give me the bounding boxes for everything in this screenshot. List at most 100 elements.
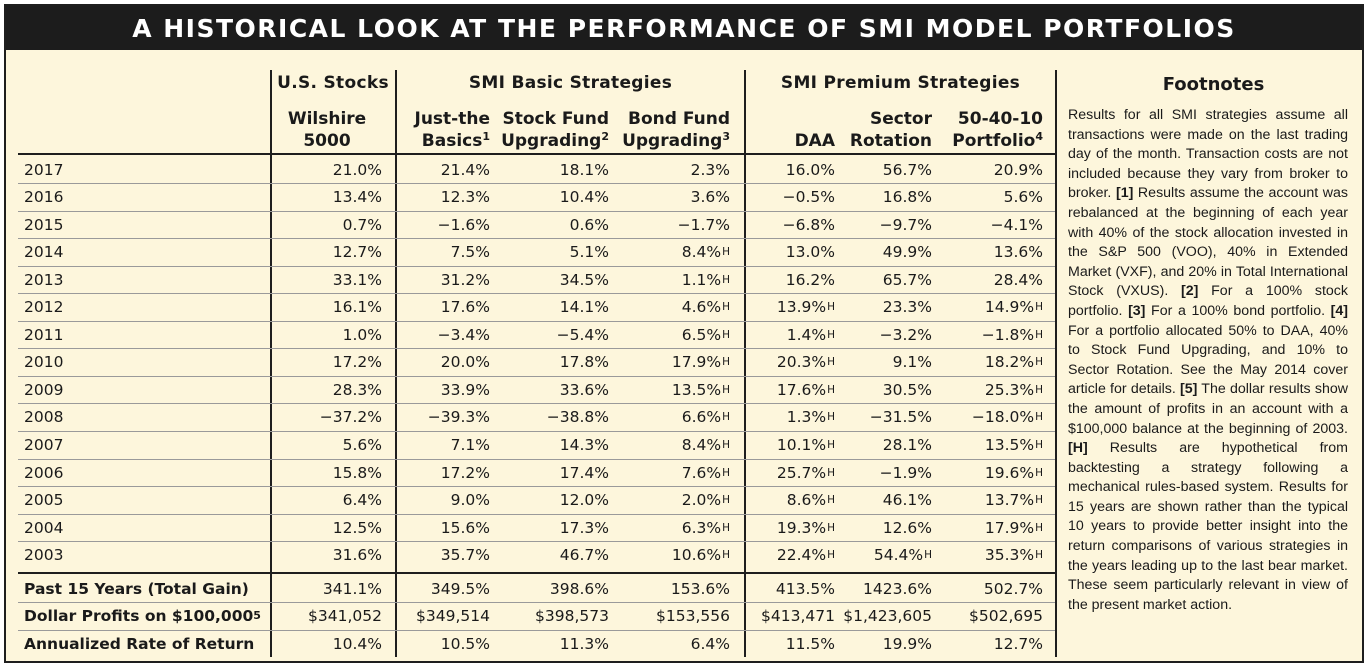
column-header: Sector Rotation [822,104,932,152]
row-label: 2017 [24,160,64,179]
table-cell: 35.3% H [984,546,1043,565]
year-row: 2007 5.6% 7.1% 14.3% 8.4% H 10.1% H 28.1% 13.5% H [6,432,1056,459]
header-rule [18,153,1055,155]
row-label: 2003 [24,546,64,565]
column-header-line1: 50-40-10 [957,109,1043,129]
table-cell: 31.6% [332,546,382,565]
table-cell: 19.6% H [984,463,1043,482]
table-cell: 30.5% [882,380,932,399]
table-cell: $349,514 [416,607,490,625]
row-label: 2015 [24,215,64,234]
row-label: 2013 [24,270,64,289]
footnote-body: The dollar results show the amount of pr… [1068,381,1348,437]
divider-footnotes [1055,70,1057,657]
row-label: 2006 [24,463,64,482]
table-cell: 20.9% [993,160,1043,179]
footnote-ref: 1 [482,130,490,143]
row-divider [18,265,1055,267]
table-cell: −18.0% H [971,408,1043,427]
row-divider [18,629,1055,631]
divider-premium [744,70,746,657]
column-header: Bond Fund Upgrading3 [612,104,730,152]
table-cell: 5.1% [569,243,609,262]
year-row: 2013 33.1% 31.2% 34.5% 1.1% H 16.2% 65.7% 28.4% [6,266,1056,293]
table-cell: 31.2% [440,270,490,289]
footnote-body: For a 100% stock portfolio. [1068,283,1348,319]
table-cell: 12.6% [882,518,932,537]
summary-row: Past 15 Years (Total Gain) 341.1% 349.5% 39… [6,575,1056,602]
table-cell: −1.9% [879,463,932,482]
table-cell: $398,573 [535,607,609,625]
table-cell: 6.6% H [681,408,730,427]
column-header-line2: 5000 [303,131,351,151]
footnote-body: For a 100% bond portfolio. [1145,302,1331,319]
column-header: Wilshire 5000 [272,104,382,152]
row-divider [18,320,1055,322]
row-divider [18,541,1055,543]
table-cell: 10.6% H [671,546,730,565]
footnotes-text: Results for all SMI strategies assume al… [1068,106,1348,656]
table-cell: −3.2% [879,325,932,344]
row-label: Dollar Profits on $100,000 5 [24,607,261,625]
table-cell: 4.6% H [681,298,730,317]
column-header: Just-the Basics1 [390,104,491,152]
table-cell: 1.3% H [786,408,835,427]
column-header: DAA [745,104,835,152]
table-cell: 502.7% [983,579,1043,598]
year-row: 2009 28.3% 33.9% 33.6% 13.5% H 17.6% H 30.5% 25.3… [6,376,1056,403]
row-divider [18,431,1055,432]
table-cell: −31.5% [869,408,932,427]
row-label: 2009 [24,380,64,399]
year-row: 2015 0.7% −1.6% 0.6% −1.7% −6.8% −9.7% −4.1% [6,211,1056,238]
column-header-line2: DAA [794,131,835,151]
table-cell: 19.9% [882,634,932,653]
column-header-line1: Sector [869,109,932,129]
table-cell: −38.8% [546,408,609,427]
footnotes-title: Footnotes [1162,73,1265,95]
table-cell: 10.5% [440,634,490,653]
table-cell: −1.8% H [981,325,1043,344]
row-label: 2011 [24,325,64,344]
table-cell: 18.2% H [984,353,1043,372]
table-cell: 17.6% [440,298,490,317]
table-cell: −39.3% [427,408,490,427]
table-cell: 8.4% H [681,243,730,262]
table-cell: 5.6% [342,436,382,454]
table-cell: 17.3% [559,518,609,537]
table-cell: 23.3% [882,298,932,317]
year-row: 2011 1.0% −3.4% −5.4% 6.5% H 1.4% H −3.2% −1.8% H [6,321,1056,348]
year-row: 2006 15.8% 17.2% 17.4% 7.6% H 25.7% H −1.9% 19.6%… [6,459,1056,486]
row-divider [18,293,1055,295]
table-cell: 349.5% [430,579,490,598]
footnote-body: Results are hypothetical from backtestin… [1068,440,1348,613]
row-divider [18,183,1055,185]
table-cell: 12.7% [993,634,1043,653]
row-label: 2004 [24,518,64,537]
column-header-line2: Rotation [849,131,932,151]
table-cell: 16.8% [882,188,932,207]
table-cell: 25.3% H [984,380,1043,399]
table-cell: 13.0% [785,243,835,262]
footnote-ref: 4 [1035,130,1043,143]
table-cell: −5.4% [556,325,609,344]
table-cell: 28.3% [332,380,382,399]
row-label: 2005 [24,491,64,510]
row-divider [18,348,1055,350]
table-cell: 17.9% H [984,518,1043,537]
table-cell: −3.4% [437,325,490,344]
table-cell: 22.4% H [776,546,835,565]
column-header-line2: Upgrading2 [501,130,609,151]
table-cell: 6.4% [690,634,730,653]
table-cell: 13.9% H [776,298,835,317]
table-cell: 0.6% [569,215,609,234]
table-cell: 35.7% [440,546,490,565]
year-row: 2016 13.4% 12.3% 10.4% 3.6% −0.5% 16.8% 5.6% [6,184,1056,211]
table-cell: $1,423,605 [843,607,932,625]
table-cell: 17.4% [559,463,609,482]
table-cell: 14.9% H [984,298,1043,317]
row-divider [18,375,1055,377]
divider-us-stocks [270,70,272,657]
table-cell: 1423.6% [863,579,932,598]
table-cell: 10.4% [332,634,382,653]
table-cell: 25.7% H [776,463,835,482]
